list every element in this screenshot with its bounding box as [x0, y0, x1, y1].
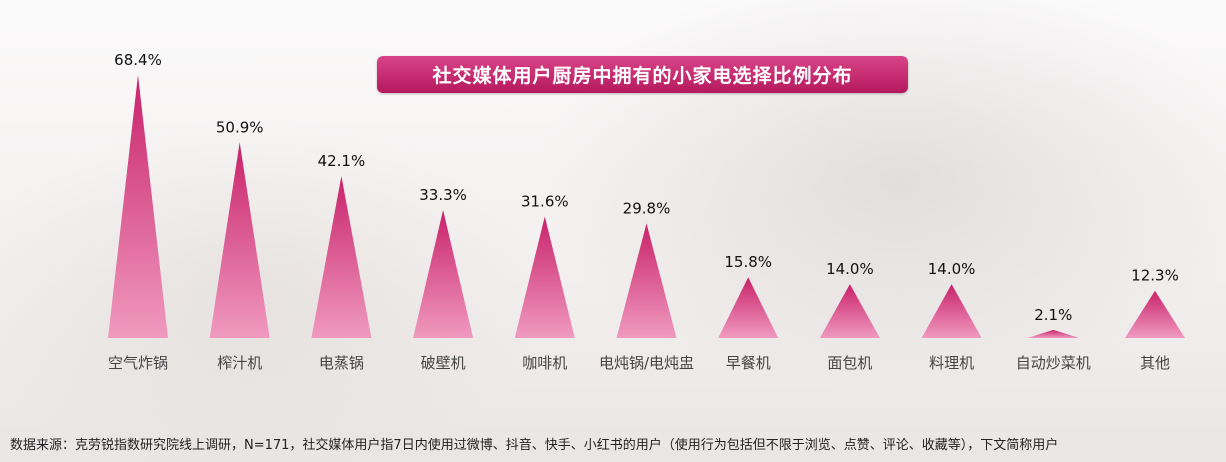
data-label-5: 29.8% [623, 199, 671, 217]
bar-10 [1125, 290, 1185, 338]
category-label-10: 其他 [1140, 354, 1170, 372]
category-label-7: 面包机 [827, 354, 872, 372]
category-label-1: 榨汁机 [217, 354, 262, 372]
data-label-1: 50.9% [216, 118, 264, 136]
data-label-0: 68.4% [114, 51, 162, 69]
bar-3 [413, 209, 474, 338]
bar-1 [209, 142, 270, 338]
bar-8 [921, 284, 982, 338]
category-label-8: 料理机 [929, 354, 974, 372]
data-label-3: 33.3% [419, 186, 467, 204]
source-note: 数据来源：克劳锐指数研究院线上调研，N=171，社交媒体用户指7日内使用过微博、… [10, 438, 1059, 453]
data-label-9: 2.1% [1034, 306, 1072, 324]
chart-title: 社交媒体用户厨房中拥有的小家电选择比例分布 [432, 65, 853, 87]
category-label-5: 电炖锅/电炖盅 [599, 354, 694, 372]
bars-group: 68.4% 空气炸锅 50.9% 榨汁机 42.1% 电蒸锅 33.3% 破壁机 31.6% 咖啡… [108, 51, 1185, 372]
bar-4 [514, 216, 575, 338]
chart-title-box: 社交媒体用户厨房中拥有的小家电选择比例分布 [377, 56, 908, 93]
data-label-6: 15.8% [724, 253, 772, 271]
data-label-4: 31.6% [521, 192, 569, 210]
data-label-8: 14.0% [928, 260, 976, 278]
category-label-2: 电蒸锅 [319, 354, 364, 372]
category-label-3: 破壁机 [421, 354, 466, 372]
data-label-7: 14.0% [826, 260, 874, 278]
data-label-2: 42.1% [318, 152, 366, 170]
bar-2 [311, 176, 372, 338]
category-label-9: 自动炒菜机 [1016, 354, 1091, 372]
category-label-4: 咖啡机 [522, 354, 567, 372]
bar-5 [616, 223, 677, 338]
bar-7 [819, 284, 880, 338]
category-label-6: 早餐机 [726, 354, 771, 372]
bar-9 [1027, 329, 1080, 338]
data-label-10: 12.3% [1131, 267, 1179, 285]
category-label-0: 空气炸锅 [108, 354, 168, 372]
bar-6 [718, 277, 779, 338]
bar-0 [108, 75, 168, 338]
